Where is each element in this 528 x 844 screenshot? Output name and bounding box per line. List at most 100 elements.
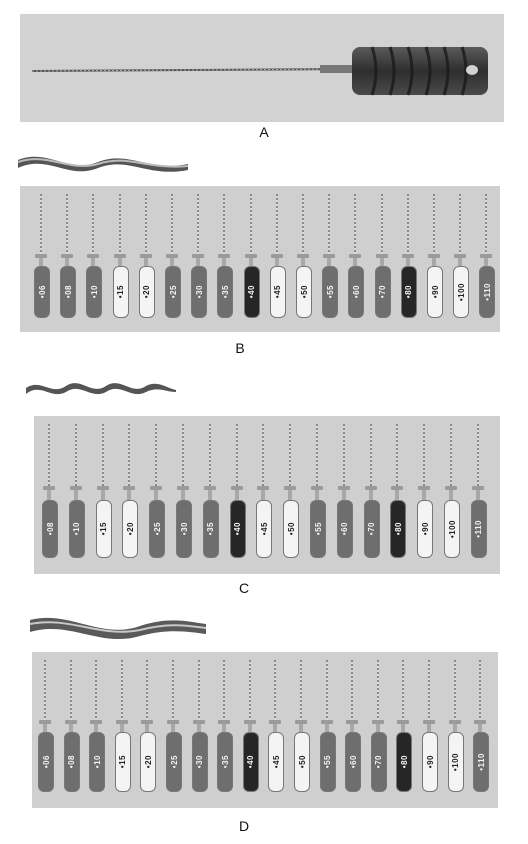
file-60: •60: [348, 186, 365, 332]
file-shaft: [73, 490, 78, 500]
file-handle: •45: [256, 500, 273, 558]
file-blade: [396, 424, 399, 486]
file-handle: •50: [294, 732, 310, 792]
file-shaft: [222, 724, 227, 732]
file-20: •20: [140, 652, 157, 808]
file-size-label: •35: [206, 522, 216, 536]
file-size-label: •08: [63, 285, 73, 299]
file-blade: [171, 194, 173, 254]
file-shaft: [401, 724, 406, 732]
file-shaft: [127, 490, 132, 500]
file-shaft: [117, 258, 122, 266]
file-60: •60: [336, 416, 353, 574]
file-handle: •70: [363, 500, 380, 558]
file-size-label: •35: [220, 755, 230, 769]
file-shaft: [91, 258, 96, 266]
file-handle: •25: [166, 732, 182, 792]
rubber-stop: [337, 486, 350, 490]
file-blade: [120, 660, 123, 720]
file-size-label: •10: [72, 522, 82, 536]
file-handle: •80: [400, 266, 417, 318]
file-size-label: •70: [378, 285, 388, 299]
file-handle: •90: [422, 732, 438, 792]
file-handle: •35: [217, 732, 234, 792]
panel-a-photo: [20, 14, 504, 122]
file-handle: •20: [140, 732, 157, 792]
file-blade: [249, 194, 252, 254]
file-blade: [316, 424, 318, 486]
file-shaft: [379, 258, 384, 266]
rubber-stop: [371, 720, 384, 724]
file-handle: •08: [60, 266, 77, 318]
file-60: •60: [345, 652, 362, 808]
file-40: •40: [229, 416, 246, 574]
file-45: •45: [268, 652, 285, 808]
file-25: •25: [165, 186, 181, 332]
file-08: •08: [63, 652, 80, 808]
file-size-label: •15: [99, 522, 109, 536]
file-handle: •55: [319, 732, 336, 792]
twist-profile-c: [26, 383, 176, 395]
rubber-stop: [364, 486, 377, 490]
file-handle: •50: [283, 500, 300, 558]
file-08: •08: [60, 186, 77, 332]
file-shaft: [47, 490, 51, 500]
file-shaft: [248, 258, 253, 266]
file-handle: •35: [202, 500, 219, 558]
file-45: •45: [256, 416, 273, 574]
file-shaft: [475, 490, 480, 500]
file-blade: [453, 660, 456, 720]
file-blade: [302, 194, 304, 254]
file-90: •90: [422, 652, 438, 808]
file-80: •80: [396, 652, 413, 808]
file-handle: •20: [138, 266, 155, 318]
file-80: •80: [400, 186, 417, 332]
rubber-stop: [428, 254, 440, 258]
file-size-label: •45: [271, 755, 281, 769]
file-handle: •15: [114, 732, 131, 792]
file-70: •70: [374, 186, 391, 332]
file-15: •15: [112, 186, 129, 332]
file-shaft: [288, 490, 293, 500]
file-size-label: •70: [374, 755, 384, 769]
handle-hole: [466, 65, 478, 75]
rubber-stop: [471, 486, 484, 490]
panel-b-files: •06 •08 •10 •15 •20 •25 •30 •35 •40 •45 •50 •55 •60 •…: [20, 186, 500, 332]
rubber-stop: [150, 486, 163, 490]
file-40: •40: [243, 186, 260, 332]
file-size-label: •50: [299, 285, 309, 299]
rubber-stop: [35, 254, 47, 258]
file-blade: [146, 660, 149, 720]
file-blade: [274, 660, 277, 720]
file-blade: [128, 424, 131, 486]
file-70: •70: [363, 416, 380, 574]
panel-a-label: A: [259, 124, 269, 140]
rubber-stop: [192, 720, 205, 724]
file-blade: [450, 424, 452, 486]
panel-c: •08 •10 •15 •20 •25 •30 •35 •40 •45 •50 •55 •60 •70 •…: [0, 370, 528, 600]
file-size-label: •60: [348, 755, 358, 769]
file-shaft: [341, 490, 346, 500]
file-shaft: [478, 724, 483, 732]
file-blade: [402, 660, 405, 720]
rubber-stop: [375, 254, 388, 258]
file-shaft: [324, 724, 329, 732]
panel-c-label: C: [238, 580, 250, 596]
file-handle: •70: [370, 732, 387, 792]
file-size-label: •30: [194, 285, 204, 299]
file-handle: •55: [310, 500, 326, 558]
file-shaft: [247, 724, 252, 732]
file-blade: [95, 660, 98, 720]
file-blade: [44, 660, 46, 720]
file-size-label: •40: [246, 755, 256, 769]
file-size-label: •30: [195, 755, 205, 769]
file-blade: [262, 424, 265, 486]
file-90: •90: [417, 416, 434, 574]
rubber-stop: [166, 254, 178, 258]
file-shaft: [299, 724, 303, 732]
rubber-stop: [139, 254, 152, 258]
file-handle: •30: [191, 732, 208, 792]
file-08: •08: [42, 416, 58, 574]
file-shaft: [143, 258, 148, 266]
rubber-stop: [64, 720, 77, 724]
